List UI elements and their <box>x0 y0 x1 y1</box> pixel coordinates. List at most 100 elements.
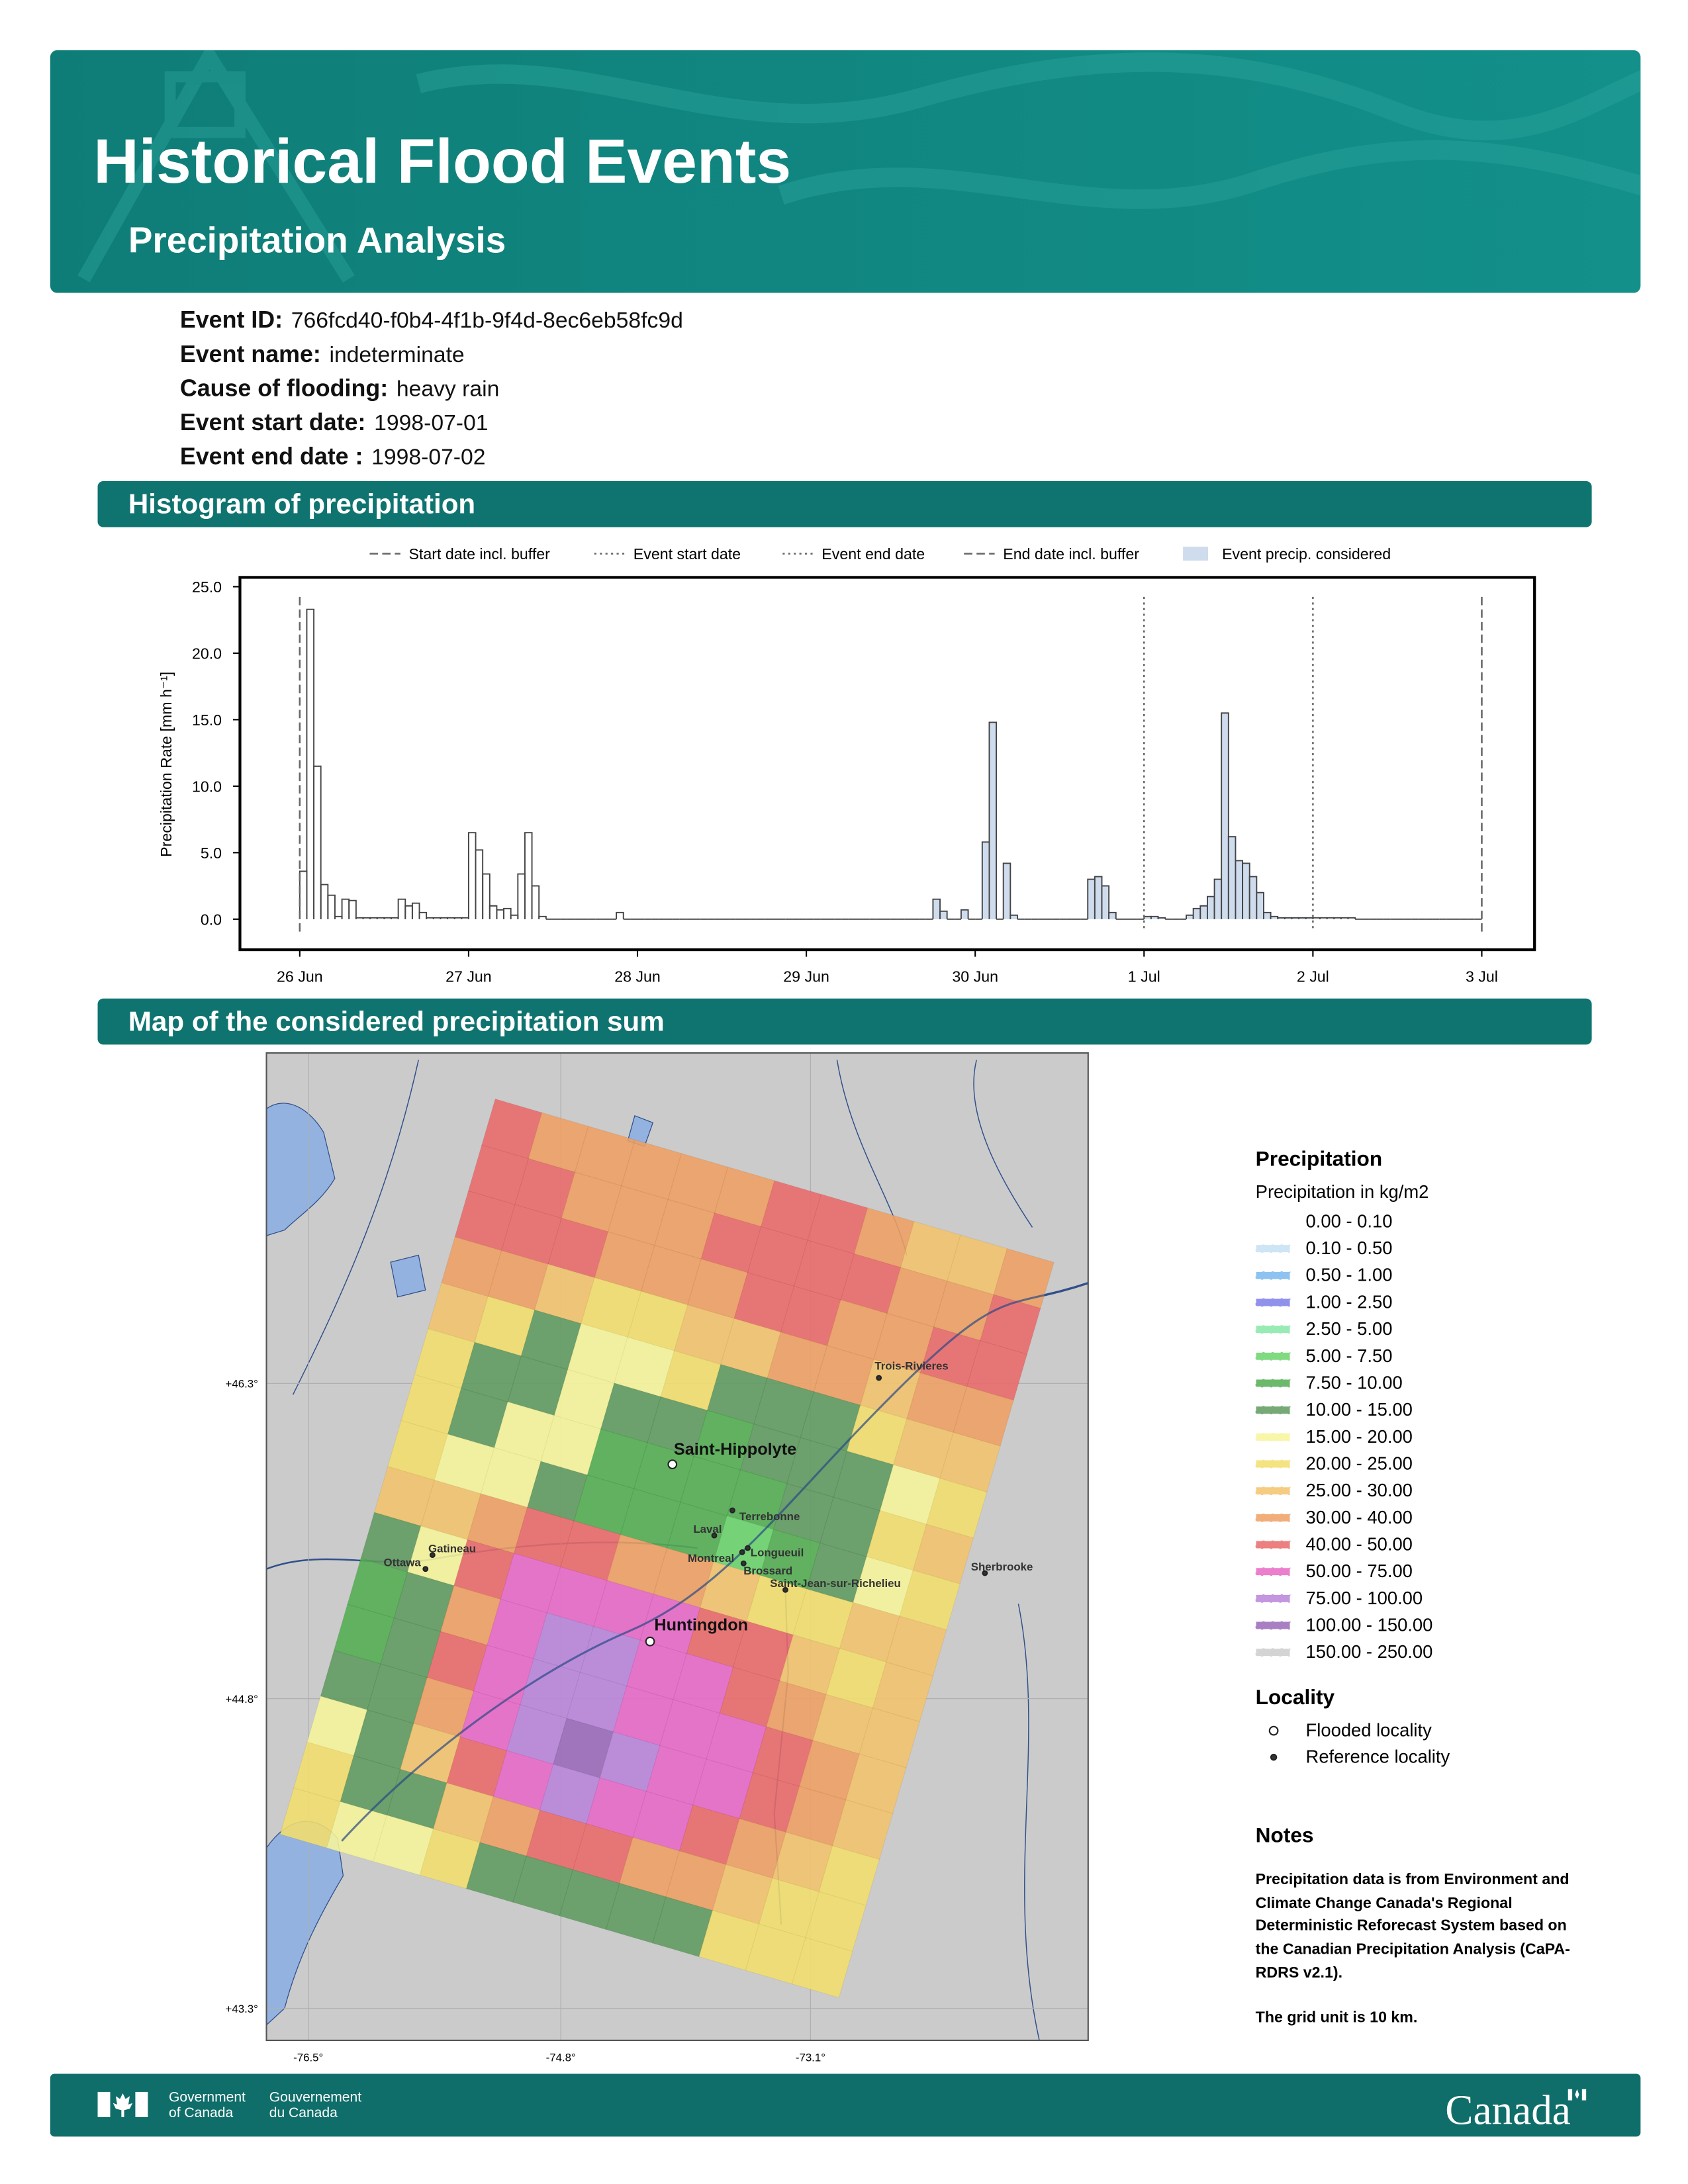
legend-label: 75.00 - 100.00 <box>1306 1588 1423 1608</box>
histogram-bar <box>426 917 434 919</box>
histogram-bar <box>517 873 526 919</box>
event-value: 1998-07-01 <box>374 410 488 435</box>
histogram-bar <box>932 898 941 919</box>
histogram-bar <box>1256 891 1264 919</box>
histogram-bar <box>376 917 385 919</box>
legend-label: Event start date <box>633 545 741 563</box>
histogram-bar <box>981 841 990 919</box>
histogram-bar <box>404 905 413 919</box>
reference-locality <box>982 1570 988 1576</box>
histogram-bar <box>1094 876 1103 919</box>
section-bar <box>97 998 1592 1045</box>
histogram-bar <box>440 917 448 919</box>
reference-locality <box>729 1507 735 1514</box>
histogram-bar <box>1270 915 1279 919</box>
histogram-bar <box>1143 915 1152 919</box>
legend-label: 2.50 - 5.00 <box>1306 1318 1393 1339</box>
histogram-bar <box>383 917 392 919</box>
header-decoration <box>77 50 1641 283</box>
header-band <box>50 50 1641 293</box>
place-label: Saint-Hippolyte <box>674 1440 796 1459</box>
event-label: Event end date : <box>180 443 363 470</box>
histogram-bar <box>461 917 469 919</box>
histogram-bar <box>503 907 512 919</box>
plot-frame <box>238 576 1536 952</box>
histogram-bar <box>510 914 519 919</box>
y-tick-label: 15.0 <box>192 711 222 729</box>
legend-swatch <box>1254 1244 1291 1253</box>
legend-label: 30.00 - 40.00 <box>1306 1507 1413 1527</box>
histogram-bar <box>467 832 477 919</box>
legend-label: Event end date <box>821 545 925 563</box>
histogram-bar <box>362 917 371 919</box>
histogram-bar <box>1298 917 1307 919</box>
histogram-bar <box>1221 712 1229 919</box>
histogram-bar <box>1319 917 1328 919</box>
footer-band <box>50 2073 1641 2137</box>
footer-gov-en: Government <box>169 2090 246 2105</box>
section-title: Histogram of precipitation <box>128 488 475 519</box>
histogram-bar <box>447 917 455 919</box>
x-tick-label: 27 Jun <box>445 968 492 985</box>
lat-label: +43.3° <box>226 2003 258 2015</box>
lon-label: -74.8° <box>546 2052 576 2064</box>
legend-swatch <box>1254 1297 1291 1308</box>
histogram-bar <box>482 873 491 919</box>
place-label: Longueuil <box>751 1547 804 1559</box>
event-field: Event end date : 1998-07-02 <box>180 443 486 470</box>
legend-swatch <box>1254 1459 1291 1469</box>
notes-line: Climate Change Canada's Regional <box>1256 1894 1513 1911</box>
event-value: heavy rain <box>397 376 500 401</box>
legend-label: Event precip. considered <box>1222 545 1391 563</box>
notes-line: Precipitation data is from Environment a… <box>1256 1870 1570 1888</box>
histogram-bar <box>1186 914 1194 919</box>
wordmark-flag <box>1568 2089 1587 2101</box>
legend-swatch <box>1254 1324 1291 1334</box>
y-tick-label: 0.0 <box>201 911 222 928</box>
histogram-bar <box>1242 862 1250 919</box>
legend-label: End date incl. buffer <box>1003 545 1139 563</box>
histogram-bar <box>334 915 343 919</box>
legend-swatch <box>1254 1594 1291 1604</box>
event-label: Event ID: <box>180 306 283 333</box>
place-label: Trois-Rivieres <box>874 1359 948 1372</box>
histogram-bar <box>960 909 969 919</box>
histogram-bar <box>1087 878 1096 919</box>
histogram-bar <box>1263 911 1272 919</box>
y-tick-label: 20.0 <box>192 645 222 662</box>
histogram-bar <box>1192 907 1201 919</box>
legend-swatch <box>1254 1378 1291 1388</box>
x-tick-label: 28 Jun <box>614 968 661 985</box>
notes-line: the Canadian Precipitation Analysis (CaP… <box>1256 1940 1570 1957</box>
lat-label: +46.3° <box>226 1378 258 1390</box>
x-tick-label: 1 Jul <box>1128 968 1160 985</box>
x-tick-label: 29 Jun <box>783 968 829 985</box>
x-tick-label: 2 Jul <box>1297 968 1329 985</box>
event-label: Cause of flooding: <box>180 375 388 401</box>
footer-gov-fr: Gouvernement <box>269 2090 361 2105</box>
reference-locality <box>429 1552 436 1559</box>
legend-label: 1.00 - 2.50 <box>1306 1291 1393 1312</box>
legend-label: Start date incl. buffer <box>408 545 550 563</box>
reference-locality <box>739 1549 745 1555</box>
x-tick-label: 30 Jun <box>952 968 998 985</box>
footer-wordmark: Canada <box>1445 2087 1571 2133</box>
histogram-bar <box>1101 885 1110 919</box>
histogram-bar <box>1248 876 1258 919</box>
reference-locality <box>711 1532 718 1539</box>
event-value: 766fcd40-f0b4-4f1b-9f4d-8ec6eb58fc9d <box>291 308 683 333</box>
legend-swatch <box>1254 1432 1291 1442</box>
place-label: Laval <box>693 1523 722 1535</box>
flooded-locality <box>667 1459 678 1470</box>
histogram-bar <box>1213 878 1223 919</box>
reference-locality <box>745 1545 751 1551</box>
legend-label: 150.00 - 250.00 <box>1306 1641 1433 1662</box>
reference-locality <box>740 1560 747 1567</box>
histogram-bar <box>1305 917 1314 919</box>
lon-label: -76.5° <box>293 2052 323 2064</box>
notes-line: Deterministic Reforecast System based on <box>1256 1916 1567 1933</box>
histogram-bar <box>327 894 336 919</box>
reference-locality <box>782 1586 788 1593</box>
x-tick-label: 3 Jul <box>1466 968 1498 985</box>
